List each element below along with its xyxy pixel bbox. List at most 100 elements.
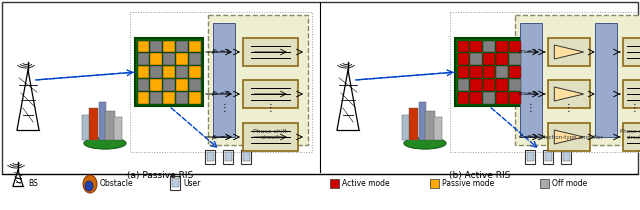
Bar (138, 92, 149, 104)
Bar (150, 79, 162, 91)
Text: $\alpha_n=1$: $\alpha_n=1$ (518, 133, 538, 142)
Bar (189, 66, 200, 78)
Text: Obstacle: Obstacle (100, 180, 134, 189)
Bar (150, 92, 162, 104)
Bar (163, 53, 175, 65)
Bar (172, 178, 179, 187)
Bar (470, 79, 482, 91)
Bar (548, 123, 590, 151)
Bar (403, 115, 409, 140)
Ellipse shape (404, 137, 446, 149)
Bar (434, 117, 442, 140)
Bar (99, 102, 106, 140)
Bar (496, 79, 508, 91)
Bar (496, 41, 508, 52)
Ellipse shape (84, 137, 126, 149)
Bar (243, 123, 298, 151)
Bar (207, 152, 214, 161)
Text: ⋮: ⋮ (265, 103, 275, 113)
Bar (483, 79, 495, 91)
Polygon shape (554, 87, 584, 101)
Bar (470, 92, 482, 104)
Bar (170, 176, 180, 190)
Bar (243, 152, 250, 161)
Bar (483, 92, 495, 104)
Bar (458, 92, 469, 104)
Text: $\beta_1=1$: $\beta_1=1$ (211, 47, 231, 56)
Bar (163, 79, 175, 91)
Text: Phase shift
circuit: Phase shift circuit (253, 129, 287, 140)
Bar (520, 23, 542, 137)
Bar (163, 41, 175, 52)
Bar (243, 80, 298, 108)
Bar (189, 53, 200, 65)
Bar (163, 66, 175, 78)
Bar (150, 41, 162, 52)
Text: Passive mode: Passive mode (442, 180, 494, 189)
Polygon shape (554, 130, 584, 144)
Bar (595, 23, 617, 137)
Bar (176, 79, 188, 91)
Bar (205, 150, 215, 164)
Bar (208, 15, 308, 145)
Bar (138, 79, 149, 91)
Text: Off mode: Off mode (552, 180, 588, 189)
Text: $\beta_n=1$: $\beta_n=1$ (211, 133, 231, 142)
Bar (163, 92, 175, 104)
Bar (483, 66, 495, 78)
Bar (138, 53, 149, 65)
Bar (458, 66, 469, 78)
Bar (623, 38, 640, 66)
Bar (243, 38, 298, 66)
Text: ⋮: ⋮ (526, 103, 536, 113)
Bar (425, 111, 435, 140)
Bar (509, 92, 520, 104)
Bar (623, 123, 640, 151)
Bar (176, 53, 188, 65)
Bar (176, 66, 188, 78)
Bar (515, 15, 640, 145)
Bar (189, 92, 200, 104)
Bar (150, 66, 162, 78)
Ellipse shape (83, 175, 97, 193)
Polygon shape (554, 45, 584, 59)
Text: $\alpha_2=0$: $\alpha_2=0$ (518, 89, 538, 98)
Bar (189, 79, 200, 91)
Bar (563, 152, 570, 161)
Bar (509, 53, 520, 65)
Bar (458, 41, 469, 52)
Bar (83, 115, 89, 140)
Bar (509, 41, 520, 52)
Text: ⋮: ⋮ (219, 103, 229, 113)
Bar (483, 53, 495, 65)
Bar (525, 150, 535, 164)
Bar (419, 102, 426, 140)
Text: Phase shift
circuit: Phase shift circuit (620, 129, 640, 140)
Bar (470, 53, 482, 65)
Bar (470, 41, 482, 52)
Bar (455, 38, 523, 106)
Text: ⋮: ⋮ (564, 103, 574, 113)
Bar (176, 92, 188, 104)
Bar (430, 179, 439, 188)
Bar (130, 12, 312, 152)
Bar (561, 150, 571, 164)
Bar (483, 41, 495, 52)
Bar (189, 41, 200, 52)
Bar (527, 152, 534, 161)
Bar (114, 117, 122, 140)
Bar (138, 41, 149, 52)
Bar (496, 66, 508, 78)
Text: (a) Passive RIS: (a) Passive RIS (127, 171, 193, 180)
Bar (458, 79, 469, 91)
Bar (543, 150, 553, 164)
Bar (496, 92, 508, 104)
Text: (b) Active RIS: (b) Active RIS (449, 171, 511, 180)
Bar (150, 53, 162, 65)
Bar (225, 152, 232, 161)
Text: User: User (183, 180, 200, 189)
Text: BS: BS (28, 180, 38, 189)
Bar (509, 66, 520, 78)
Bar (89, 108, 98, 140)
Bar (223, 150, 233, 164)
